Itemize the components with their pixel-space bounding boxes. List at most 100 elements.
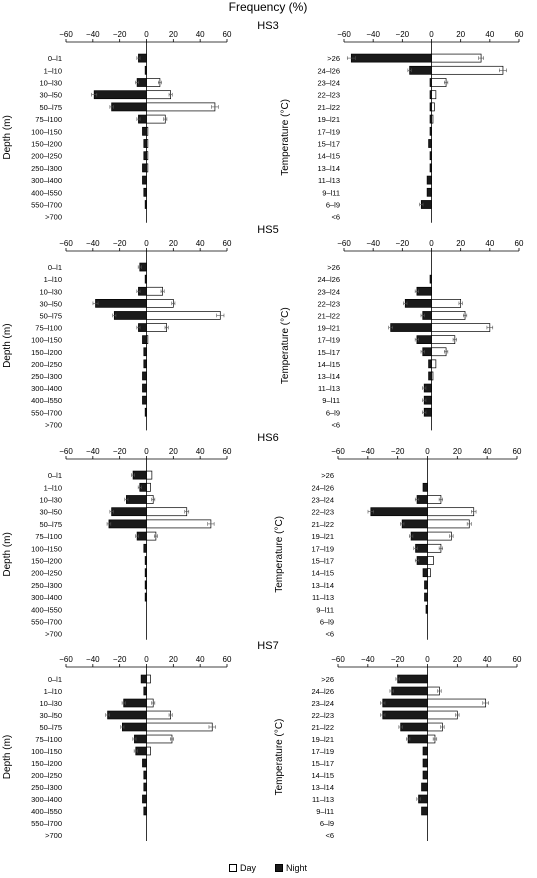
bar-night [428, 359, 432, 369]
category-label: 100–l150 [31, 336, 62, 345]
category-label: 21–l22 [311, 520, 334, 529]
bar-day [431, 347, 447, 357]
category-label: >26 [327, 54, 340, 63]
category-label: <6 [325, 630, 334, 639]
bar-night [143, 187, 147, 197]
category-label: >700 [45, 420, 62, 429]
x-tick-label: −20 [113, 30, 127, 39]
y-axis-label: Depth (m) [2, 115, 13, 159]
category-label: >26 [321, 471, 334, 480]
category-label: 75–l100 [35, 115, 62, 124]
category-label: 200–l250 [31, 771, 62, 780]
bar-night [143, 686, 147, 696]
x-tick-label: 20 [169, 655, 178, 664]
category-label: 300–l400 [31, 795, 62, 804]
bar-night [123, 698, 147, 708]
bar-night [142, 383, 147, 393]
category-label: <6 [331, 213, 340, 222]
category-label: 200–l250 [31, 152, 62, 161]
bar-night [391, 686, 428, 696]
x-tick-label: −40 [86, 239, 100, 248]
category-label: 19–l21 [317, 324, 340, 333]
x-tick-label: 40 [196, 30, 205, 39]
panels: HS3 −60 −40 −20 0 20 40 60 Depth (m) 0–l1 1–l10 10–… [2, 20, 524, 841]
category-label: 250–l300 [31, 581, 62, 590]
bar-night [429, 78, 432, 87]
x-tick-label: 60 [515, 30, 524, 39]
bar-day [431, 65, 504, 75]
category-label: 6–l9 [326, 408, 340, 417]
bar-day [146, 746, 151, 756]
category-label: 17–l19 [317, 127, 340, 136]
x-tick-label: −40 [366, 30, 380, 39]
bar-night [429, 151, 432, 161]
bar-night [143, 770, 147, 780]
category-label: 1–l10 [44, 66, 62, 75]
category-label: 11–l13 [318, 384, 340, 393]
panel-5: HS6 −60 −40 −20 0 20 40 60 Depth (m) 0–l1 1–l10 10–… [2, 432, 279, 640]
y-axis-label: Temperature (°C) [274, 719, 285, 796]
category-label: 13–l14 [311, 581, 334, 590]
panel-4: −60 −40 −20 0 20 40 60 Temperature (°C) >26 24–l2… [280, 239, 524, 431]
x-tick-label: 20 [169, 447, 178, 456]
category-label: <6 [325, 831, 334, 840]
bar-day [431, 299, 462, 308]
category-label: 250–l300 [31, 783, 62, 792]
bar-day [427, 710, 458, 720]
category-label: 50–l75 [39, 723, 62, 732]
category-label: >26 [327, 263, 340, 272]
bar-night [400, 722, 428, 732]
legend-label-day: Day [240, 863, 257, 873]
bar-night [421, 782, 428, 792]
legend-swatch-night [275, 864, 283, 872]
bar-day [146, 90, 171, 100]
panel-6: −60 −40 −20 0 20 40 60 Temperature (°C) >26 24–l2… [274, 447, 522, 640]
bar-night [426, 187, 432, 197]
bar-night [142, 163, 147, 173]
category-label: 21–l22 [317, 103, 340, 112]
x-tick-label: 40 [485, 30, 494, 39]
bar-day [431, 78, 447, 87]
y-axis-label: Temperature (°C) [280, 307, 291, 384]
category-label: 14–l15 [311, 771, 334, 780]
bar-day [431, 335, 456, 344]
bar-night [425, 604, 428, 614]
bar-night [429, 274, 432, 284]
category-label: 150–l200 [31, 759, 62, 768]
bar-night [144, 592, 147, 602]
category-label: 21–l22 [317, 311, 340, 320]
category-label: 400–l550 [31, 396, 62, 405]
legend-item-night: Night [275, 863, 307, 873]
category-label: >700 [45, 630, 62, 639]
x-tick-label: 0 [429, 239, 434, 248]
category-label: >700 [45, 831, 62, 840]
panel-title: HS3 [257, 20, 278, 32]
x-tick-label: −20 [113, 655, 127, 664]
x-tick-label: 20 [169, 239, 178, 248]
bar-night [429, 90, 432, 100]
legend: Day Night [0, 861, 537, 877]
category-label: 13–l14 [317, 372, 340, 381]
x-tick-label: −40 [361, 447, 375, 456]
x-tick-label: −20 [113, 239, 127, 248]
bar-day [146, 722, 213, 732]
bar-day [431, 359, 437, 369]
category-label: 23–l24 [317, 287, 340, 296]
category-label: 9–l11 [316, 807, 334, 816]
x-tick-label: 20 [169, 30, 178, 39]
bar-night [143, 151, 147, 161]
panel-3: HS5 −60 −40 −20 0 20 40 60 Depth (m) 0–l1 1–l10 10–… [2, 224, 279, 431]
bar-night [426, 175, 432, 185]
panel-7: HS7 −60 −40 −20 0 20 40 60 Depth (m) 0–l1 1–l10 10–… [2, 640, 279, 841]
category-label: 23–l24 [311, 699, 334, 708]
x-tick-label: −40 [86, 30, 100, 39]
x-tick-label: 60 [223, 447, 232, 456]
category-label: 0–l1 [48, 471, 62, 480]
category-label: 150–l200 [31, 557, 62, 566]
bar-day [146, 482, 151, 492]
x-tick-label: 20 [453, 447, 462, 456]
bar-night [424, 592, 428, 602]
category-label: 400–l550 [31, 605, 62, 614]
bar-day [431, 102, 435, 112]
category-label: 24–l26 [317, 275, 340, 284]
